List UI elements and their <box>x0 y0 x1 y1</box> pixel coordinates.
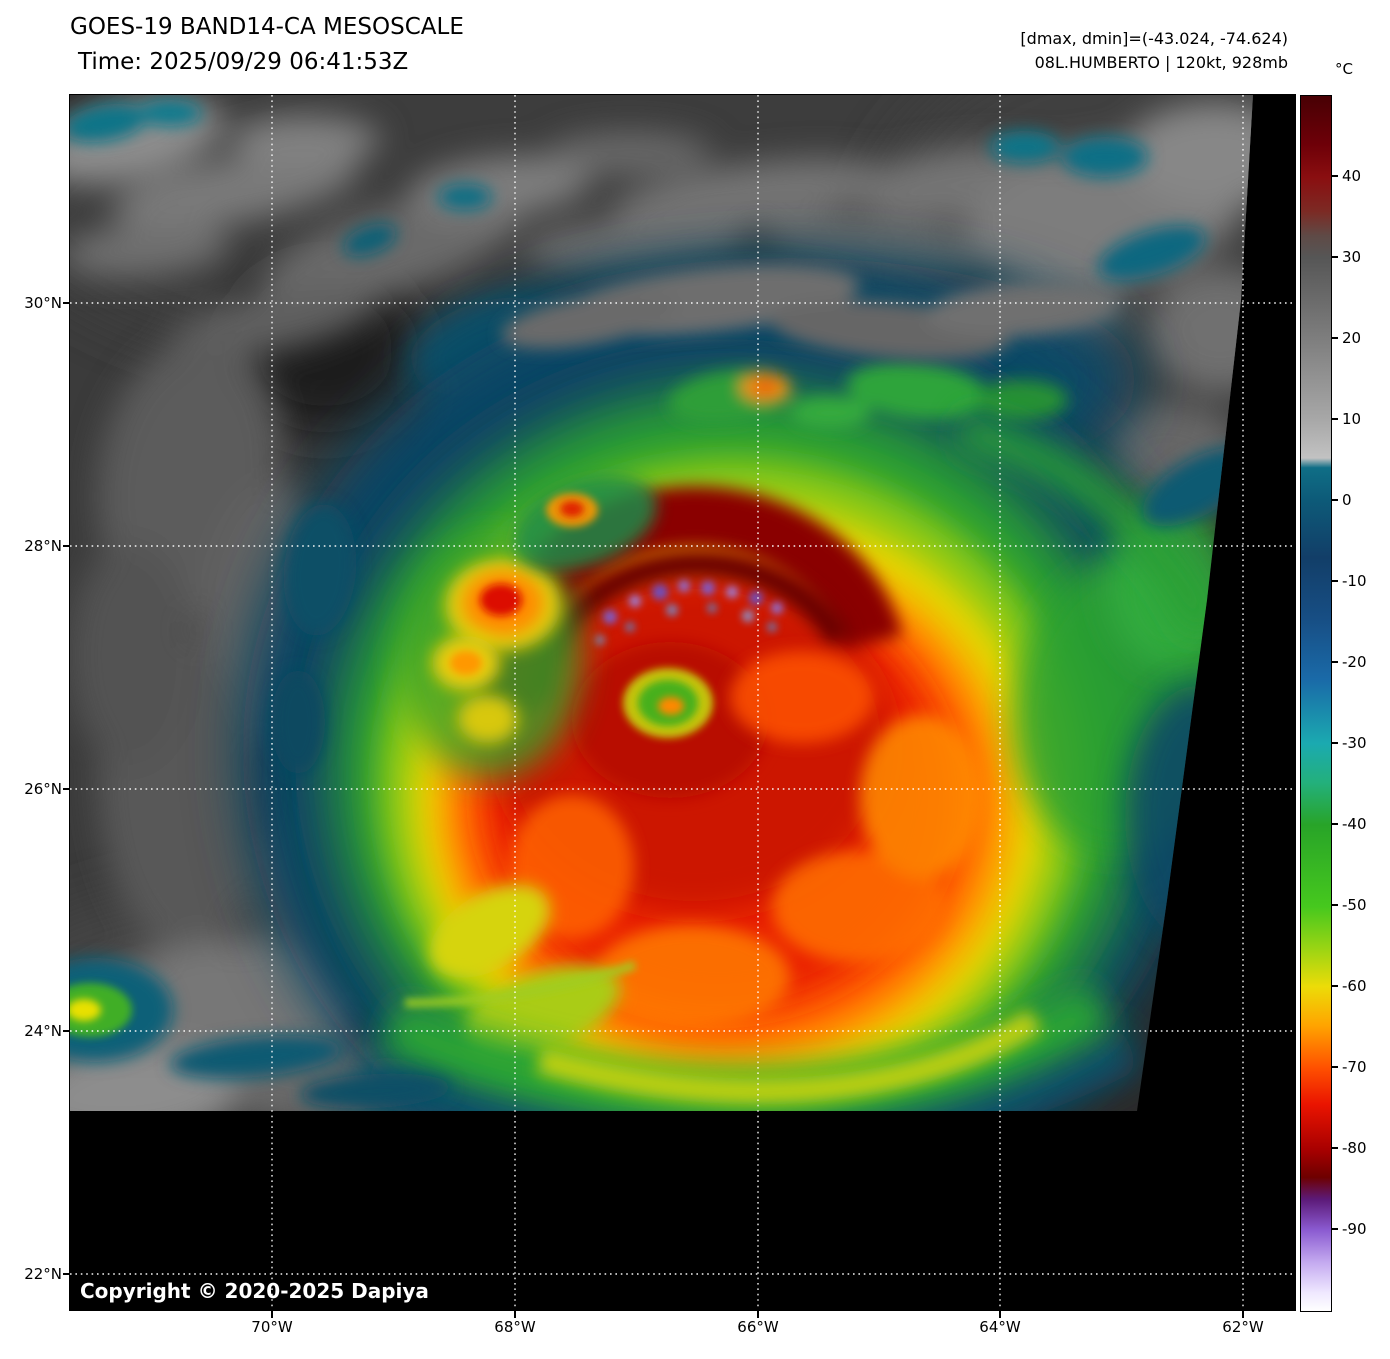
west-convective-cells <box>398 475 657 779</box>
colorbar-tick <box>1332 823 1338 825</box>
colorbar-tick <box>1332 175 1338 177</box>
colorbar-tick <box>1332 418 1338 420</box>
colorbar-tick-label: 40 <box>1342 167 1362 185</box>
copyright-watermark: Copyright © 2020-2025 Dapiya <box>80 1279 429 1303</box>
timestamp: Time: 2025/09/29 06:41:53Z <box>78 49 409 75</box>
north-gray-streaks <box>501 264 1115 360</box>
colorbar-tick-label: 20 <box>1342 329 1362 347</box>
colorbar-tick-label: -90 <box>1342 1220 1367 1238</box>
colorbar-tick-label: 0 <box>1342 491 1352 509</box>
overshooting-tops <box>595 580 783 645</box>
scan-sector <box>70 95 1253 1111</box>
satellite-imagery <box>70 95 1295 1310</box>
colorbar-tick <box>1332 904 1338 906</box>
lat-tick <box>63 788 70 790</box>
lon-label-68w: 68°W <box>494 1318 536 1336</box>
lon-tick <box>271 1311 273 1318</box>
colorbar-tick <box>1332 337 1338 339</box>
lat-tick <box>63 302 70 304</box>
hurricane-eye <box>623 668 713 738</box>
colorbar-tick-label: -60 <box>1342 977 1367 995</box>
colorbar-tick <box>1332 1066 1338 1068</box>
grid-overlay <box>70 95 1295 1310</box>
lon-tick <box>1242 1311 1244 1318</box>
southwest-cell <box>70 958 173 1062</box>
lat-label-26n: 26°N <box>24 780 62 798</box>
lat-tick <box>63 545 70 547</box>
colorbar-tick <box>1332 742 1338 744</box>
lat-tick <box>63 1030 70 1032</box>
colorbar-tick <box>1332 1147 1338 1149</box>
colorbar-tick-label: -40 <box>1342 815 1367 833</box>
lon-label-66w: 66°W <box>737 1318 779 1336</box>
lat-label-22n: 22°N <box>24 1265 62 1283</box>
colorbar-tick-label: 10 <box>1342 410 1362 428</box>
cdo-texture <box>510 651 984 1029</box>
colorbar-unit-label: °C <box>1335 60 1353 78</box>
colorbar-tick-label: 30 <box>1342 248 1362 266</box>
colorbar-tick-label: -20 <box>1342 653 1367 671</box>
lon-tick <box>514 1311 516 1318</box>
lat-tick <box>63 1273 70 1275</box>
colorbar-tick <box>1332 256 1338 258</box>
page-title: GOES-19 BAND14-CA MESOSCALE <box>70 14 464 40</box>
storm-readout: 08L.HUMBERTO | 120kt, 928mb <box>1034 53 1288 72</box>
lat-label-30n: 30°N <box>24 294 62 312</box>
colorbar-tick <box>1332 580 1338 582</box>
lon-tick <box>999 1311 1001 1318</box>
colorbar-tick-label: -70 <box>1342 1058 1367 1076</box>
lat-label-28n: 28°N <box>24 537 62 555</box>
colorbar-tick-label: -30 <box>1342 734 1367 752</box>
dmax-dmin-readout: [dmax, dmin]=(-43.024, -74.624) <box>1020 29 1288 48</box>
colorbar-gradient <box>1300 95 1332 1312</box>
lon-label-62w: 62°W <box>1222 1318 1264 1336</box>
colorbar-tick-label: -80 <box>1342 1139 1367 1157</box>
readout-block: [dmax, dmin]=(-43.024, -74.624) 08L.HUMB… <box>1020 27 1288 75</box>
colorbar-tick <box>1332 661 1338 663</box>
south-rainband <box>361 960 1143 1111</box>
lon-label-70w: 70°W <box>251 1318 293 1336</box>
colorbar-tick <box>1332 1228 1338 1230</box>
map-area <box>69 94 1296 1311</box>
colorbar-tick-label: -50 <box>1342 896 1367 914</box>
lon-label-64w: 64°W <box>979 1318 1021 1336</box>
colorbar-tick <box>1332 985 1338 987</box>
colorbar-tick-label: -10 <box>1342 572 1367 590</box>
north-band-cells <box>668 362 1068 429</box>
lon-tick <box>757 1311 759 1318</box>
lat-label-24n: 24°N <box>24 1022 62 1040</box>
colorbar-tick <box>1332 499 1338 501</box>
